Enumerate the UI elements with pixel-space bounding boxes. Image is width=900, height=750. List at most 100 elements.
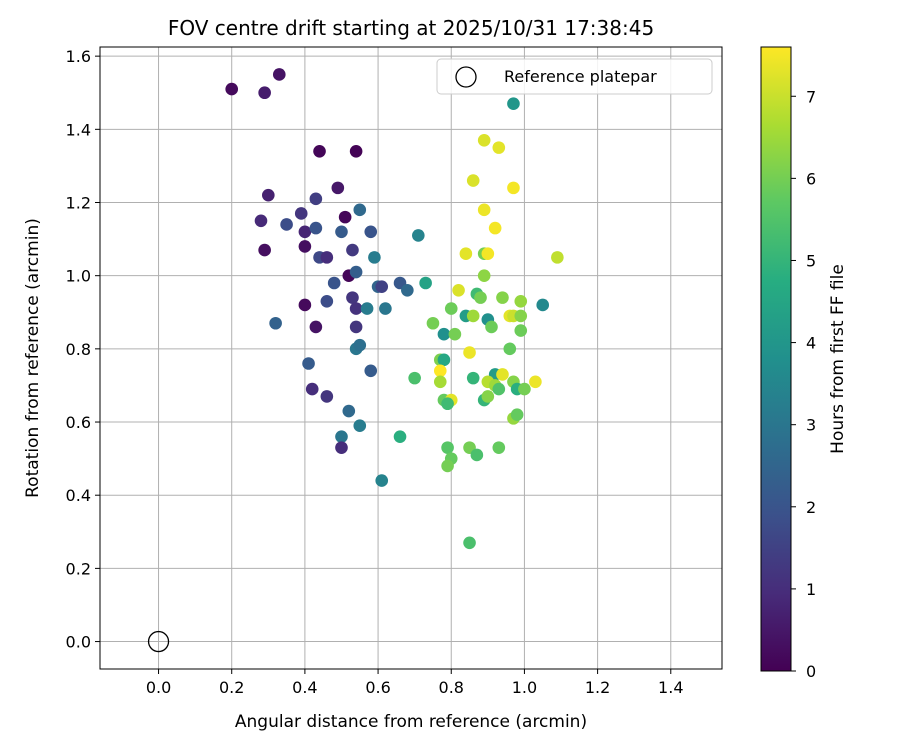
data-point [507,181,520,195]
y-axis-ticks: 0.0 0.2 0.4 0.6 0.8 1.0 1.2 1.4 1.6 [66,47,100,652]
data-point [364,225,378,239]
x-axis-label: Angular distance from reference (arcmin) [235,712,587,732]
colorbar-gradient [760,46,792,672]
data-point [481,247,495,261]
data-point [335,430,348,443]
colorbar-tick-label: 7 [806,87,816,106]
data-point [514,324,528,337]
y-axis-label: Rotation from reference (arcmin) [23,218,43,498]
data-point [272,68,286,81]
data-point [514,309,528,323]
y-tick-label: 0.4 [66,486,91,505]
data-point [280,218,293,231]
data-point [437,353,451,367]
reference-platepar-marker [147,630,170,653]
data-point [492,141,506,154]
y-tick-label: 1.2 [66,194,91,213]
data-point [342,404,356,418]
data-point [320,390,334,403]
y-tick-label: 1.4 [66,120,91,139]
data-point [258,243,271,257]
data-point [269,316,282,330]
data-point [225,82,239,96]
data-point [529,375,542,389]
data-points [225,68,564,550]
colorbar-ticks: 0 1 2 3 4 5 6 7 [791,87,816,681]
data-point [492,382,506,396]
legend-open-circle-icon [455,66,477,88]
data-point [262,188,275,202]
data-point [441,459,454,473]
colorbar-tick-label: 0 [806,662,816,681]
data-point [412,229,425,242]
data-point [444,302,458,315]
colorbar-tick-label: 1 [806,580,816,599]
data-point [477,269,491,282]
data-point [298,240,312,253]
data-point [349,302,363,315]
x-tick-label: 1.2 [585,678,610,697]
legend: Reference platepar [436,58,713,95]
data-point [327,276,341,290]
data-point [492,441,506,454]
data-point [496,291,509,304]
data-point [294,207,308,220]
data-point [551,251,564,264]
data-point [477,203,491,217]
data-point [353,338,367,352]
colorbar-tick-label: 2 [806,498,816,517]
colorbar-tick-label: 6 [806,169,816,188]
x-tick-label: 1.0 [512,678,537,697]
data-point [393,430,407,443]
data-point [320,251,334,264]
data-point [313,144,326,158]
data-point [379,302,392,315]
chart-title: FOV centre drift starting at 2025/10/31 … [168,16,654,40]
x-tick-label: 0.0 [146,678,171,697]
data-point [254,214,268,228]
data-point [375,280,389,293]
data-point [441,441,454,454]
colorbar-tick-label: 4 [806,334,816,353]
reference-point-layer [147,630,170,653]
data-point [258,86,271,100]
x-tick-label: 0.4 [292,678,317,697]
data-point [437,327,451,341]
y-tick-label: 0.6 [66,413,91,432]
data-point [463,346,476,359]
data-point [470,448,484,462]
x-axis-ticks: 0.0 0.2 0.4 0.6 0.8 1.0 1.2 1.4 [146,669,684,697]
data-point [481,390,495,403]
x-tick-label: 0.2 [219,678,244,697]
data-point [346,291,359,304]
data-point [433,375,447,389]
x-tick-label: 0.6 [365,678,390,697]
colorbar-tick-label: 3 [806,416,816,435]
data-point [331,181,345,195]
colorbar: 0 1 2 3 4 5 6 7 Hours from first FF file [760,46,848,681]
data-point [536,298,550,312]
data-point [320,294,334,308]
data-point [335,225,348,239]
x-tick-label: 1.4 [658,678,683,697]
plot-frame [99,46,723,670]
data-point [401,284,414,297]
data-point [433,364,447,378]
data-point [309,192,323,206]
data-point [477,134,491,147]
data-point [507,97,520,111]
data-point [488,221,502,235]
data-point [364,364,378,378]
x-tick-label: 0.8 [439,678,464,697]
data-point [426,316,440,330]
data-point [466,371,480,385]
data-point [441,397,454,411]
data-point [510,408,524,422]
data-point [459,247,473,261]
data-point [419,276,432,290]
data-point [466,309,480,323]
data-point [349,265,363,279]
data-point [496,368,509,381]
data-point [338,210,352,224]
